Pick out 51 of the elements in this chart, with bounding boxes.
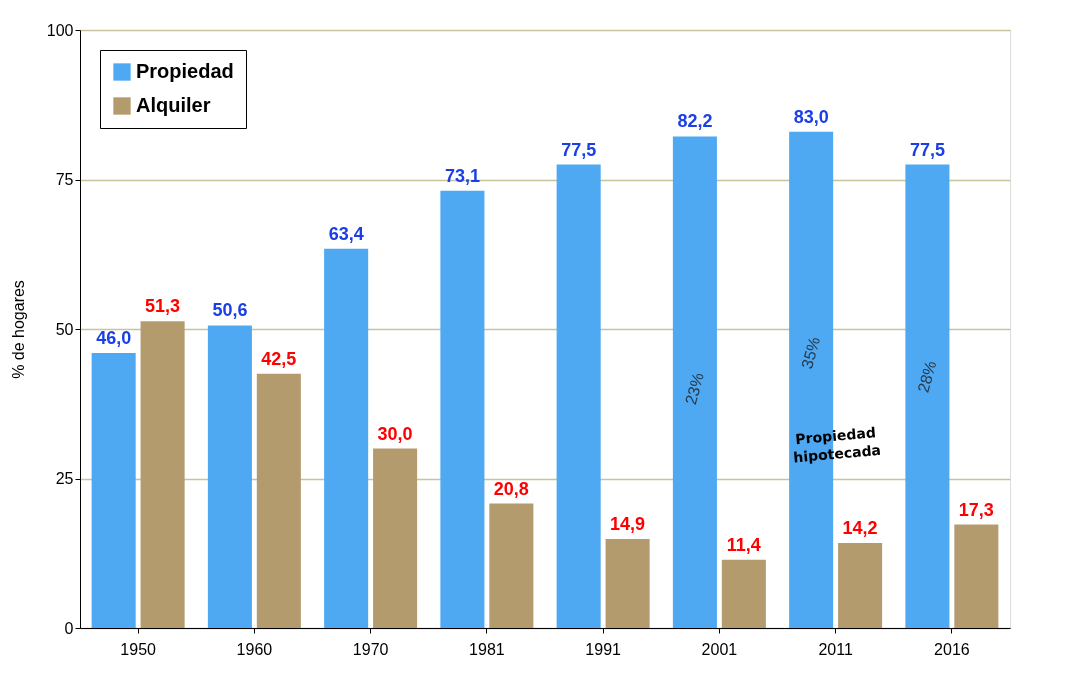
annotation: 23% (682, 371, 707, 407)
bar (556, 164, 601, 628)
bar (954, 524, 999, 628)
y-tick-label: 75 (55, 171, 74, 188)
bar (207, 325, 252, 628)
bar (721, 559, 766, 628)
data-label: 82,2 (677, 111, 713, 132)
y-tick-label: 100 (46, 21, 74, 39)
bar (256, 373, 301, 628)
data-label: 73,1 (444, 165, 480, 186)
legend-label: Propiedad (136, 60, 234, 82)
data-label: 42,5 (261, 348, 297, 369)
x-tick-label: 1991 (585, 640, 622, 658)
x-tick-label: 2011 (818, 640, 853, 658)
bar (324, 248, 369, 628)
data-label: 77,5 (561, 139, 597, 160)
data-label: 14,2 (842, 518, 878, 539)
bar (672, 136, 717, 628)
y-tick-label: 25 (55, 470, 74, 487)
x-tick-label: 2001 (701, 640, 738, 658)
data-label: 20,8 (493, 478, 529, 499)
x-tick-label: 1950 (120, 640, 157, 658)
data-label: 14,9 (610, 513, 646, 534)
data-label: 11,4 (726, 534, 761, 555)
data-label: 51,3 (145, 296, 181, 317)
x-tick-label: 1960 (236, 640, 273, 658)
bar (489, 503, 534, 628)
bar (905, 164, 950, 628)
bar (140, 321, 185, 628)
x-tick-label: 2016 (934, 640, 970, 658)
data-label: 63,4 (328, 223, 364, 244)
bar (440, 190, 485, 628)
y-tick-label: 0 (64, 619, 74, 637)
data-label: 50,6 (212, 300, 248, 321)
data-label: 83,0 (793, 106, 829, 127)
x-tick-label: 1981 (469, 640, 505, 658)
annotation: 35% (798, 335, 824, 371)
bar (91, 352, 136, 628)
data-label: 30,0 (377, 423, 413, 444)
data-label: 77,5 (909, 139, 945, 160)
legend-label: Alquiler (136, 94, 211, 116)
bar (373, 448, 418, 628)
data-label: 46,0 (96, 327, 132, 348)
annotation: 28% (914, 359, 940, 395)
y-axis-title: % de hogares (9, 280, 27, 379)
data-label: 17,3 (958, 499, 994, 520)
y-tick-label: 50 (55, 320, 74, 338)
x-tick-label: 1970 (352, 640, 389, 658)
bar (838, 543, 883, 628)
bar (605, 538, 650, 628)
annotation: Propiedad hipotecada (792, 424, 882, 466)
